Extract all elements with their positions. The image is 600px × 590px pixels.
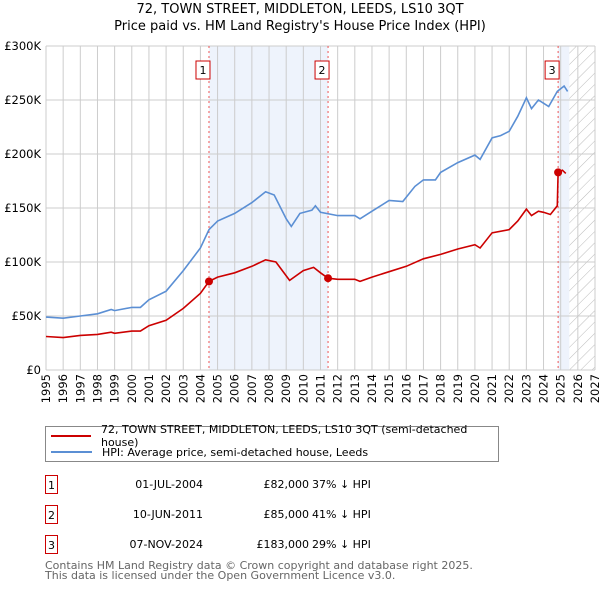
legend-label: 72, TOWN STREET, MIDDLETON, LEEDS, LS10 …	[100, 423, 468, 449]
transaction-date: 10-JUN-2011	[132, 508, 203, 521]
x-tick-label: 2020	[468, 374, 482, 403]
transaction-hpi: 29% ↓ HPI	[312, 538, 371, 551]
transaction-hpi: 37% ↓ HPI	[312, 478, 371, 491]
x-tick-label: 2013	[348, 374, 362, 403]
legend-label: HPI: Average price, semi-detached house,…	[102, 445, 369, 459]
x-tick-label: 2005	[211, 374, 225, 403]
y-tick-label: £100K	[4, 255, 41, 269]
x-tick-label: 1997	[73, 374, 87, 403]
legend-swatch	[51, 435, 91, 437]
footer-licence: This data is licensed under the Open Gov…	[45, 569, 396, 582]
x-tick-label: 2009	[279, 374, 293, 403]
x-tick-label: 2019	[451, 374, 465, 403]
x-tick-label: 2024	[537, 374, 551, 403]
x-tick-label: 2021	[485, 374, 499, 403]
x-tick-label: 2001	[142, 374, 156, 403]
legend-item-property: 72, TOWN STREET, MIDDLETON, LEEDS, LS10 …	[51, 423, 498, 449]
x-tick-label: 2015	[382, 374, 396, 403]
sale-point	[204, 277, 213, 286]
property-price-line	[46, 169, 567, 339]
y-tick-label: £300K	[4, 39, 41, 53]
legend: 72, TOWN STREET, MIDDLETON, LEEDS, LS10 …	[45, 423, 499, 462]
legend-item-hpi: HPI: Average price, semi-detached house,…	[51, 444, 368, 460]
x-tick-label: 2023	[519, 374, 533, 403]
x-tick-label: 2008	[262, 374, 276, 403]
transaction-row: 3 07-NOV-2024 £183,000 29% ↓ HPI	[45, 535, 445, 555]
x-tick-label: 2018	[434, 374, 448, 403]
price-chart: 1995 1996 1997 1998 1999 2000 2001 2002 2003 2004…	[4, 39, 600, 403]
transaction-badge: 3	[45, 535, 58, 554]
y-tick-label: £250K	[4, 93, 41, 107]
x-tick-label: 2014	[365, 374, 379, 403]
x-tick-label: 2012	[331, 374, 345, 403]
x-tick-label: 1996	[56, 374, 70, 403]
sale-badge	[195, 60, 211, 80]
x-tick-label: 1995	[39, 374, 53, 403]
x-tick-label: 2000	[125, 374, 139, 403]
x-tick-label: 2010	[296, 374, 310, 403]
transaction-row: 2 10-JUN-2011 £85,000 41% ↓ HPI	[45, 505, 445, 525]
x-tick-label: 2027	[588, 374, 600, 403]
transaction-hpi: 41% ↓ HPI	[312, 508, 371, 521]
sale-badge-label: 2	[319, 64, 326, 77]
x-tick-label: 1999	[108, 374, 122, 403]
transaction-badge: 1	[45, 475, 58, 494]
x-tick-label: 2004	[193, 374, 207, 403]
x-tick-label: 2006	[228, 374, 242, 403]
transaction-date: 01-JUL-2004	[135, 478, 203, 491]
transaction-price: £183,000	[256, 538, 310, 551]
chart-subtitle: Price paid vs. HM Land Registry's House …	[114, 19, 486, 34]
y-tick-label: £200K	[4, 147, 41, 161]
sale-badge	[544, 60, 560, 80]
transaction-date: 07-NOV-2024	[129, 538, 203, 551]
x-tick-label: 2002	[159, 374, 173, 403]
y-tick-label: £0	[26, 363, 41, 377]
x-tick-label: 2017	[416, 374, 430, 403]
chart-title: 72, TOWN STREET, MIDDLETON, LEEDS, LS10 …	[136, 2, 464, 17]
sale-point	[324, 274, 333, 283]
x-tick-label: 2026	[571, 374, 585, 403]
y-tick-label: £50K	[12, 309, 42, 323]
sale-badge-label: 1	[199, 64, 206, 77]
sale-badge-label: 3	[549, 64, 556, 77]
x-tick-label: 2025	[554, 374, 568, 403]
x-tick-label: 2016	[399, 374, 413, 403]
x-tick-label: 2007	[245, 374, 259, 403]
sale-point	[554, 168, 563, 177]
transaction-price: £85,000	[263, 508, 310, 521]
x-tick-label: 1998	[90, 374, 104, 403]
y-tick-label: £150K	[4, 201, 41, 215]
hpi-line	[46, 84, 569, 320]
legend-swatch	[51, 451, 92, 453]
footer-copyright: Contains HM Land Registry data © Crown c…	[45, 559, 473, 572]
transaction-badge: 2	[45, 505, 58, 524]
transaction-price: £82,000	[263, 478, 310, 491]
x-tick-label: 2022	[502, 374, 516, 403]
x-tick-label: 2003	[176, 374, 190, 403]
x-tick-label: 2011	[314, 374, 328, 403]
sale-badge	[314, 60, 330, 80]
transaction-row: 1 01-JUL-2004 £82,000 37% ↓ HPI	[45, 475, 445, 495]
